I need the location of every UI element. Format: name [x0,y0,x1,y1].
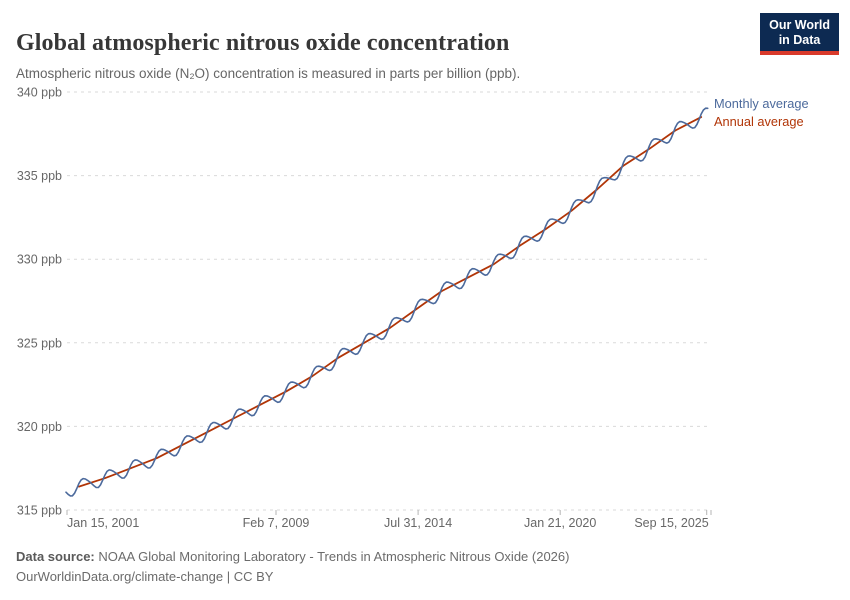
x-axis-label: Feb 7, 2009 [243,516,310,530]
owid-logo-line1: Our World [769,18,830,32]
data-source-label: Data source: [16,549,95,564]
chart-footer: Data source: NOAA Global Monitoring Labo… [16,547,816,587]
y-axis-label-315: 315 ppb [17,504,62,518]
y-axis-label-330: 330 ppb [17,253,62,267]
data-source-line: Data source: NOAA Global Monitoring Labo… [16,547,816,567]
annual-average-line [78,116,703,488]
x-axis-label: Jan 15, 2001 [67,516,139,530]
legend-annual-average[interactable]: Annual average [714,114,804,129]
x-axis-label: Jan 21, 2020 [524,516,596,530]
data-source-text: NOAA Global Monitoring Laboratory - Tren… [94,549,570,564]
y-axis-label-340: 340 ppb [17,86,62,100]
legend-monthly-average[interactable]: Monthly average [714,96,809,111]
monthly-average-line [65,107,709,497]
y-axis-label-320: 320 ppb [17,420,62,434]
y-axis-label-325: 325 ppb [17,336,62,350]
page-subtitle: Atmospheric nitrous oxide (N₂O) concentr… [16,65,521,81]
page-title: Global atmospheric nitrous oxide concent… [16,30,510,57]
y-axis-label-335: 335 ppb [17,169,62,183]
owid-logo: Our World in Data [760,13,839,55]
x-axis-label: Sep 15, 2025 [634,516,708,530]
attribution-line[interactable]: OurWorldinData.org/climate-change | CC B… [16,569,274,585]
owid-logo-line2: in Data [778,33,821,47]
x-axis-label: Jul 31, 2014 [384,516,452,530]
